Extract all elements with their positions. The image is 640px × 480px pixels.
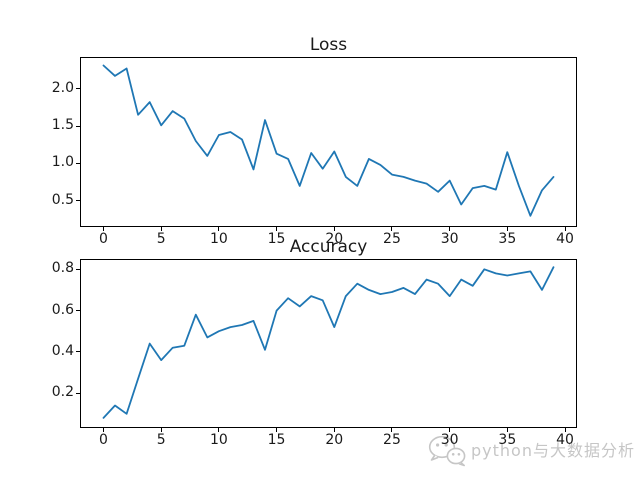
loss-chart-title: Loss (309, 35, 348, 55)
x-tick-label: 20 (325, 432, 344, 448)
x-tick-label: 0 (99, 432, 108, 448)
y-tick-label: 1.0 (51, 154, 74, 171)
loss-series-line (102, 64, 555, 217)
y-tick-label: 2.0 (51, 79, 74, 96)
x-tick-mark (449, 428, 451, 432)
y-tick-mark (76, 310, 80, 312)
accuracy-series-line (102, 266, 555, 419)
y-tick-mark (76, 351, 80, 353)
x-tick-mark (506, 428, 508, 432)
y-tick-mark (76, 200, 80, 202)
x-tick-label: 15 (267, 231, 286, 247)
y-tick-mark (76, 268, 80, 270)
x-tick-mark (218, 428, 220, 432)
x-tick-label: 10 (209, 231, 228, 247)
x-tick-label: 25 (383, 432, 401, 448)
watermark-text: python与大数据分析 (471, 441, 635, 460)
y-tick-mark (76, 392, 80, 394)
y-tick-label: 0.2 (51, 384, 74, 401)
y-tick-label: 0.6 (51, 301, 74, 318)
x-tick-label: 35 (498, 432, 517, 448)
accuracy-plot-area (80, 259, 577, 428)
x-tick-mark (160, 428, 162, 432)
x-tick-label: 30 (440, 432, 459, 448)
x-tick-mark (276, 227, 278, 231)
x-tick-mark (276, 428, 278, 432)
x-tick-label: 5 (156, 231, 166, 247)
wechat-icon (428, 435, 466, 467)
accuracy-chart-title: Accuracy (289, 237, 368, 257)
x-tick-label: 35 (498, 231, 517, 247)
x-tick-label: 40 (556, 231, 574, 247)
x-tick-mark (333, 428, 335, 432)
accuracy-line-svg (102, 266, 555, 419)
y-tick-label: 0.4 (51, 342, 74, 359)
x-tick-mark (103, 227, 104, 231)
x-tick-mark (391, 428, 393, 432)
y-tick-label: 1.5 (51, 117, 74, 134)
x-tick-mark (564, 428, 566, 432)
y-tick-label: 0.8 (51, 260, 74, 277)
x-tick-mark (564, 227, 566, 231)
y-tick-mark (76, 88, 80, 90)
x-tick-label: 40 (556, 432, 574, 448)
x-tick-mark (160, 227, 162, 231)
x-tick-mark (449, 227, 451, 231)
x-tick-mark (506, 227, 508, 231)
x-tick-label: 5 (156, 432, 166, 448)
x-tick-label: 20 (325, 231, 344, 247)
y-tick-mark (76, 162, 80, 164)
x-tick-label: 10 (209, 432, 228, 448)
loss-plot-area (80, 57, 577, 227)
x-tick-mark (333, 227, 335, 231)
x-tick-label: 15 (267, 432, 286, 448)
x-tick-mark (103, 428, 104, 432)
y-tick-label: 0.5 (51, 191, 74, 208)
watermark: python与大数据分析 (428, 434, 635, 468)
loss-line-svg (102, 64, 555, 217)
x-tick-label: 25 (383, 231, 401, 247)
y-tick-mark (76, 125, 80, 127)
x-tick-mark (218, 227, 220, 231)
x-tick-label: 0 (99, 231, 108, 247)
x-tick-label: 30 (440, 231, 459, 247)
x-tick-mark (391, 227, 393, 231)
